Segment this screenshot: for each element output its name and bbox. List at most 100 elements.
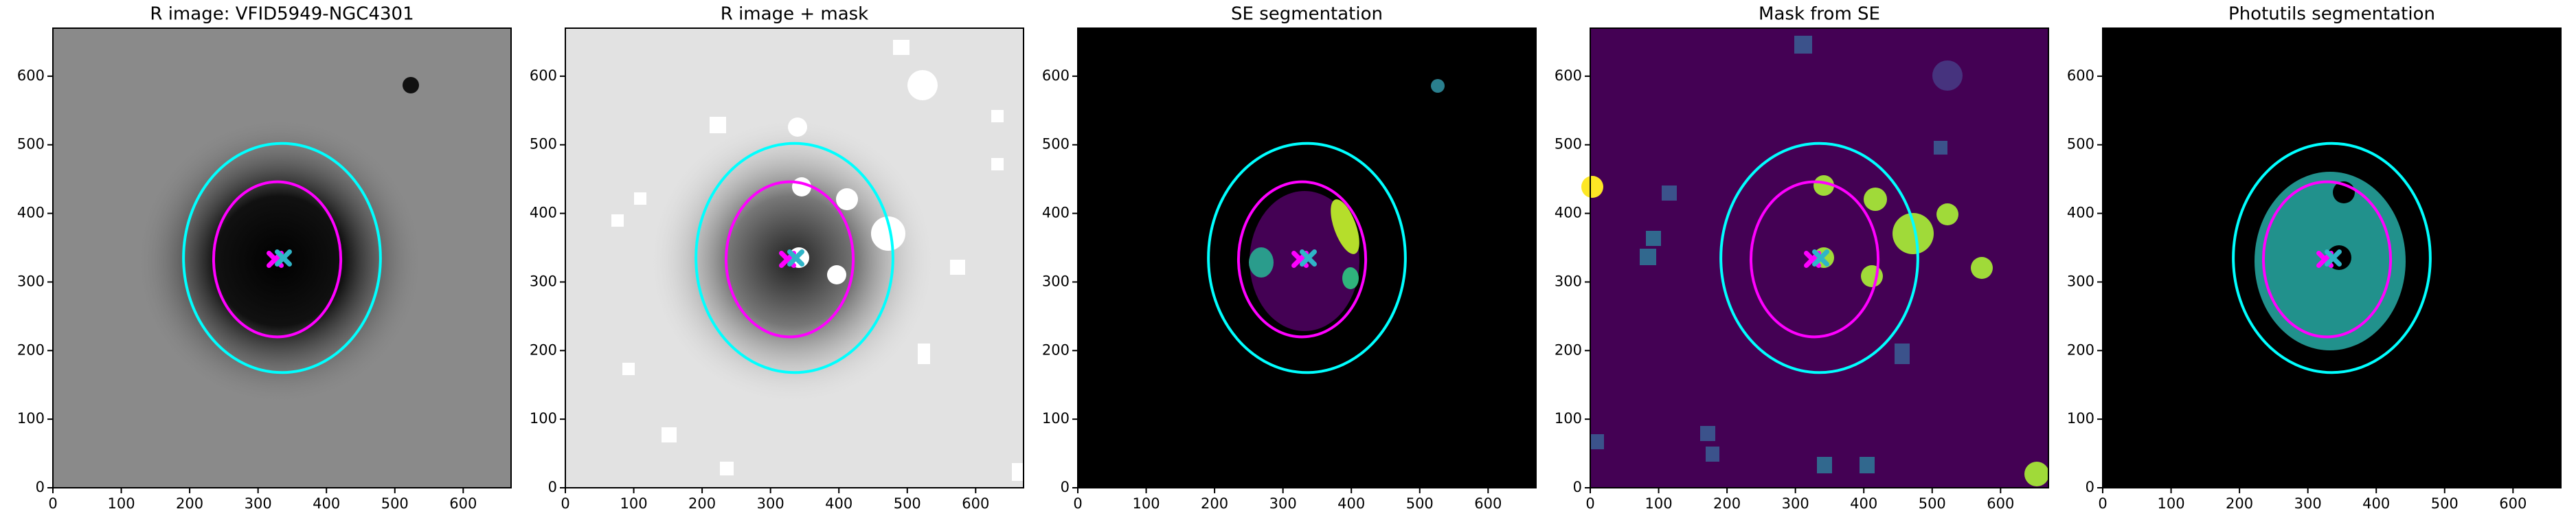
y-tick-label: 500 [1555, 136, 1582, 153]
hole [2327, 245, 2351, 270]
y-tick-label: 400 [1042, 205, 1070, 221]
x-tick-label: 600 [2499, 495, 2527, 512]
x-tick-label: 400 [2362, 495, 2390, 512]
y-tick-label: 300 [17, 273, 45, 289]
x-tick-label: 400 [825, 495, 852, 512]
y-tick-label: 100 [17, 410, 45, 427]
marker [787, 249, 804, 267]
x-tick-label: 400 [1337, 495, 1365, 512]
x-tick-label: 200 [2226, 495, 2253, 512]
y-tick-label: 0 [2086, 479, 2094, 495]
mask-regions [611, 40, 1030, 481]
y-tick-label: 0 [548, 479, 557, 495]
title: R image: VFID5949-NGC4301 [150, 4, 414, 25]
x-tick-label: 200 [1201, 495, 1228, 512]
y-tick-label: 200 [530, 341, 557, 358]
y-tick-label: 100 [2067, 410, 2094, 427]
x-tick-label: 500 [2431, 495, 2459, 512]
marker [1811, 249, 1829, 267]
title: R image + mask [721, 4, 869, 25]
segment [1249, 247, 1274, 278]
x-tick-label: 200 [176, 495, 203, 512]
axes-frame [1077, 27, 1537, 488]
x-tick-label: 100 [1645, 495, 1673, 512]
x-tick-label: 400 [1850, 495, 1877, 512]
x-tick-label: 100 [108, 495, 135, 512]
y-tick-label: 500 [530, 136, 557, 153]
x-tick-label: 300 [1782, 495, 1809, 512]
x-tick-label: 100 [620, 495, 648, 512]
y-tick-label: 400 [2067, 205, 2094, 221]
y-tick-label: 400 [17, 205, 45, 221]
title: Photutils segmentation [2228, 4, 2435, 25]
y-tick-label: 200 [1042, 341, 1070, 358]
ellipse [2261, 180, 2393, 339]
title: SE segmentation [1231, 4, 1383, 25]
x-tick-label: 0 [48, 495, 57, 512]
ellipse [1719, 142, 1919, 374]
segment [1331, 199, 1359, 254]
x-tick-label: 500 [894, 495, 921, 512]
marker [1299, 249, 1317, 267]
ellipse [212, 180, 343, 339]
x-tick-label: 0 [561, 495, 569, 512]
ellipse [724, 180, 855, 339]
y-tick-label: 400 [530, 205, 557, 221]
ellipse [2232, 142, 2432, 374]
star [403, 77, 419, 93]
title: Mask from SE [1759, 4, 1880, 25]
y-tick-label: 300 [2067, 273, 2094, 289]
y-tick-label: 0 [1061, 479, 1070, 495]
marker [274, 249, 292, 267]
x-tick-label: 0 [2098, 495, 2107, 512]
y-tick-label: 0 [1573, 479, 1582, 495]
y-tick-label: 100 [1555, 410, 1582, 427]
x-tick-label: 300 [2294, 495, 2322, 512]
y-tick-label: 0 [36, 479, 45, 495]
ellipse [694, 142, 894, 374]
axes-frame [52, 27, 512, 488]
x-tick-label: 0 [1073, 495, 1082, 512]
ellipse [182, 142, 382, 374]
axes-frame [565, 27, 1024, 488]
overlays: R image: VFID5949-NGC4301 0 100 200 300 400 50… [17, 4, 2562, 512]
ellipse [1207, 142, 1407, 374]
x-tick-label: 500 [381, 495, 409, 512]
y-tick-label: 600 [17, 67, 45, 84]
segment [1342, 267, 1359, 289]
x-tick-label: 100 [2158, 495, 2185, 512]
y-tick-label: 100 [1042, 410, 1070, 427]
x-tick-label: 100 [1133, 495, 1160, 512]
ellipse [1236, 180, 1368, 339]
y-tick-label: 600 [2067, 67, 2094, 84]
x-tick-label: 200 [1713, 495, 1741, 512]
y-tick-label: 600 [530, 67, 557, 84]
x-tick-label: 600 [1987, 495, 2014, 512]
x-tick-label: 200 [688, 495, 716, 512]
x-tick-label: 600 [449, 495, 477, 512]
segment [1431, 79, 1445, 93]
x-tick-label: 500 [1406, 495, 1434, 512]
y-tick-label: 300 [1555, 273, 1582, 289]
y-tick-label: 500 [17, 136, 45, 153]
ellipse [1749, 180, 1880, 339]
y-tick-label: 500 [1042, 136, 1070, 153]
x-tick-label: 300 [245, 495, 272, 512]
y-tick-label: 100 [530, 410, 557, 427]
marker [2324, 249, 2342, 267]
mask-regions [1581, 36, 2049, 486]
y-tick-label: 200 [1555, 341, 1582, 358]
y-tick-label: 600 [1555, 67, 1582, 84]
y-tick-label: 200 [2067, 341, 2094, 358]
x-tick-label: 300 [1269, 495, 1297, 512]
x-tick-label: 400 [313, 495, 340, 512]
y-tick-label: 400 [1555, 205, 1582, 221]
y-tick-label: 500 [2067, 136, 2094, 153]
x-tick-label: 0 [1585, 495, 1594, 512]
y-tick-label: 600 [1042, 67, 1070, 84]
x-tick-label: 600 [1474, 495, 1502, 512]
axes-frame [1590, 27, 2049, 488]
y-tick-label: 300 [1042, 273, 1070, 289]
y-tick-label: 300 [530, 273, 557, 289]
